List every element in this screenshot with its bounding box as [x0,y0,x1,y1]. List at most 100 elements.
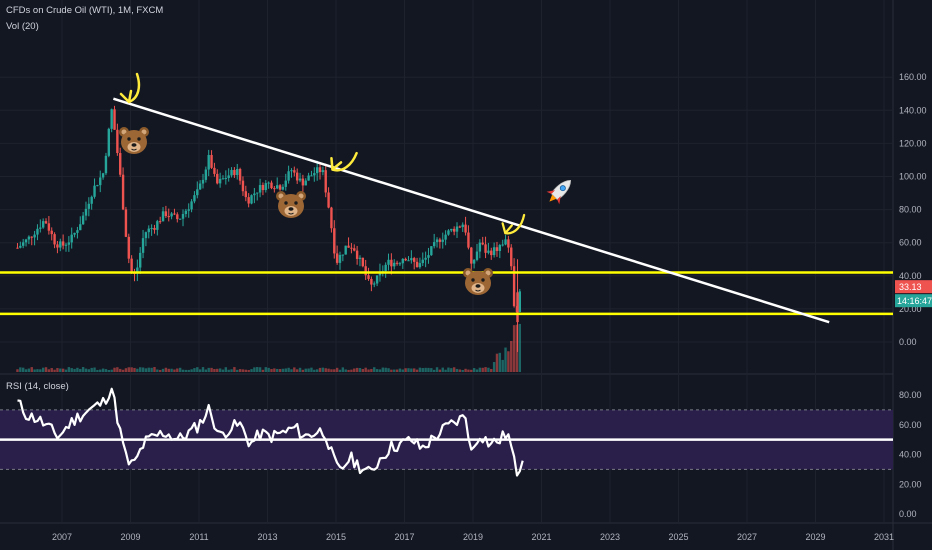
x-tick-label: 2009 [120,532,140,542]
trendline[interactable] [113,97,830,324]
candle-body [127,236,130,259]
rsi-line [0,387,893,477]
volume-bars [16,323,522,372]
volume-bar [33,369,36,372]
volume-bar [207,367,210,372]
candle-body [139,252,142,268]
volume-bar [161,368,165,372]
x-tick-label: 2025 [668,532,688,542]
volume-legend[interactable]: Vol (20) [6,21,39,32]
volume-bar [290,369,293,372]
volume-bar [467,369,470,372]
volume-bar [427,367,430,372]
volume-bar [110,369,113,372]
candle-body [170,213,173,217]
volume-bar [361,369,365,372]
candle-body [498,244,502,251]
candle-body [410,258,413,261]
candle-body [147,228,150,233]
candle-body [518,291,522,312]
volume-bar [490,368,493,372]
candle-body [213,167,216,174]
candle-body [287,171,290,181]
volume-bar [281,368,285,372]
x-tick-label: 2029 [805,532,825,542]
candle-body [144,232,148,239]
candle-body [218,178,222,184]
volume-bar [158,369,162,372]
volume-bar [230,369,233,372]
candle-body [167,216,170,218]
volume-bar [315,369,319,372]
volume-bar [470,369,473,372]
candle-body [367,275,370,279]
volume-bar [216,368,219,372]
candle-body [398,263,402,265]
candle-body [267,182,270,184]
candle-body [230,169,233,176]
x-tick-label: 2031 [874,532,894,542]
price-candles [16,105,522,352]
candle-body [101,173,105,178]
volume-bar [293,367,296,372]
volume-bar [196,367,199,372]
volume-bar [144,368,148,372]
volume-bar [39,369,42,372]
volume-bar [355,367,359,372]
volume-bar [418,367,422,372]
candle-body [47,223,51,231]
volume-bar [264,367,267,372]
volume-bar [464,368,467,372]
candle-body [470,247,473,264]
candle-body [335,253,339,263]
candle-body [284,180,287,187]
volume-bar [19,367,22,372]
volume-bar [30,367,33,372]
volume-bar [104,369,108,372]
candle-body [264,183,267,191]
price-tick-label: 80.00 [899,205,922,215]
candle-body [358,257,362,259]
candle-body [304,180,307,186]
volume-bar [358,368,362,372]
volume-bar [90,367,93,372]
volume-bar [310,367,313,372]
candle-body [341,254,345,256]
candle-body [401,258,404,264]
volume-bar [24,369,28,372]
volume-bar [387,368,390,372]
x-tick-label: 2021 [531,532,551,542]
rsi-series-line [17,387,524,477]
x-tick-label: 2011 [189,532,208,542]
volume-bar [99,369,102,372]
x-tick-label: 2017 [394,532,414,542]
volume-bar [233,367,236,372]
volume-bar [258,367,262,372]
candle-body [244,191,248,198]
rsi-legend[interactable]: RSI (14, close) [6,381,69,392]
volume-bar [458,369,462,372]
candle-body [253,193,256,196]
candle-body [258,185,262,193]
volume-bar [307,368,310,372]
volume-bar [324,368,327,372]
candle-body [36,228,39,235]
volume-bar [190,369,193,372]
volume-bar [139,367,142,372]
volume-bar [267,367,270,372]
volume-bar [432,369,436,372]
volume-bar [510,340,513,372]
candle-body [321,170,325,173]
candle-body [158,221,162,223]
candle-body [16,247,19,249]
volume-bar [87,369,91,372]
volume-bar [295,369,299,372]
rsi-tick-label: 60.00 [899,420,922,430]
volume-bar [167,368,170,372]
symbol-legend[interactable]: CFDs on Crude Oil (WTI), 1M, FXCM [6,5,164,16]
volume-bar [136,368,139,372]
candle-body [290,170,293,172]
candle-body [387,259,390,265]
volume-bar [256,367,259,372]
